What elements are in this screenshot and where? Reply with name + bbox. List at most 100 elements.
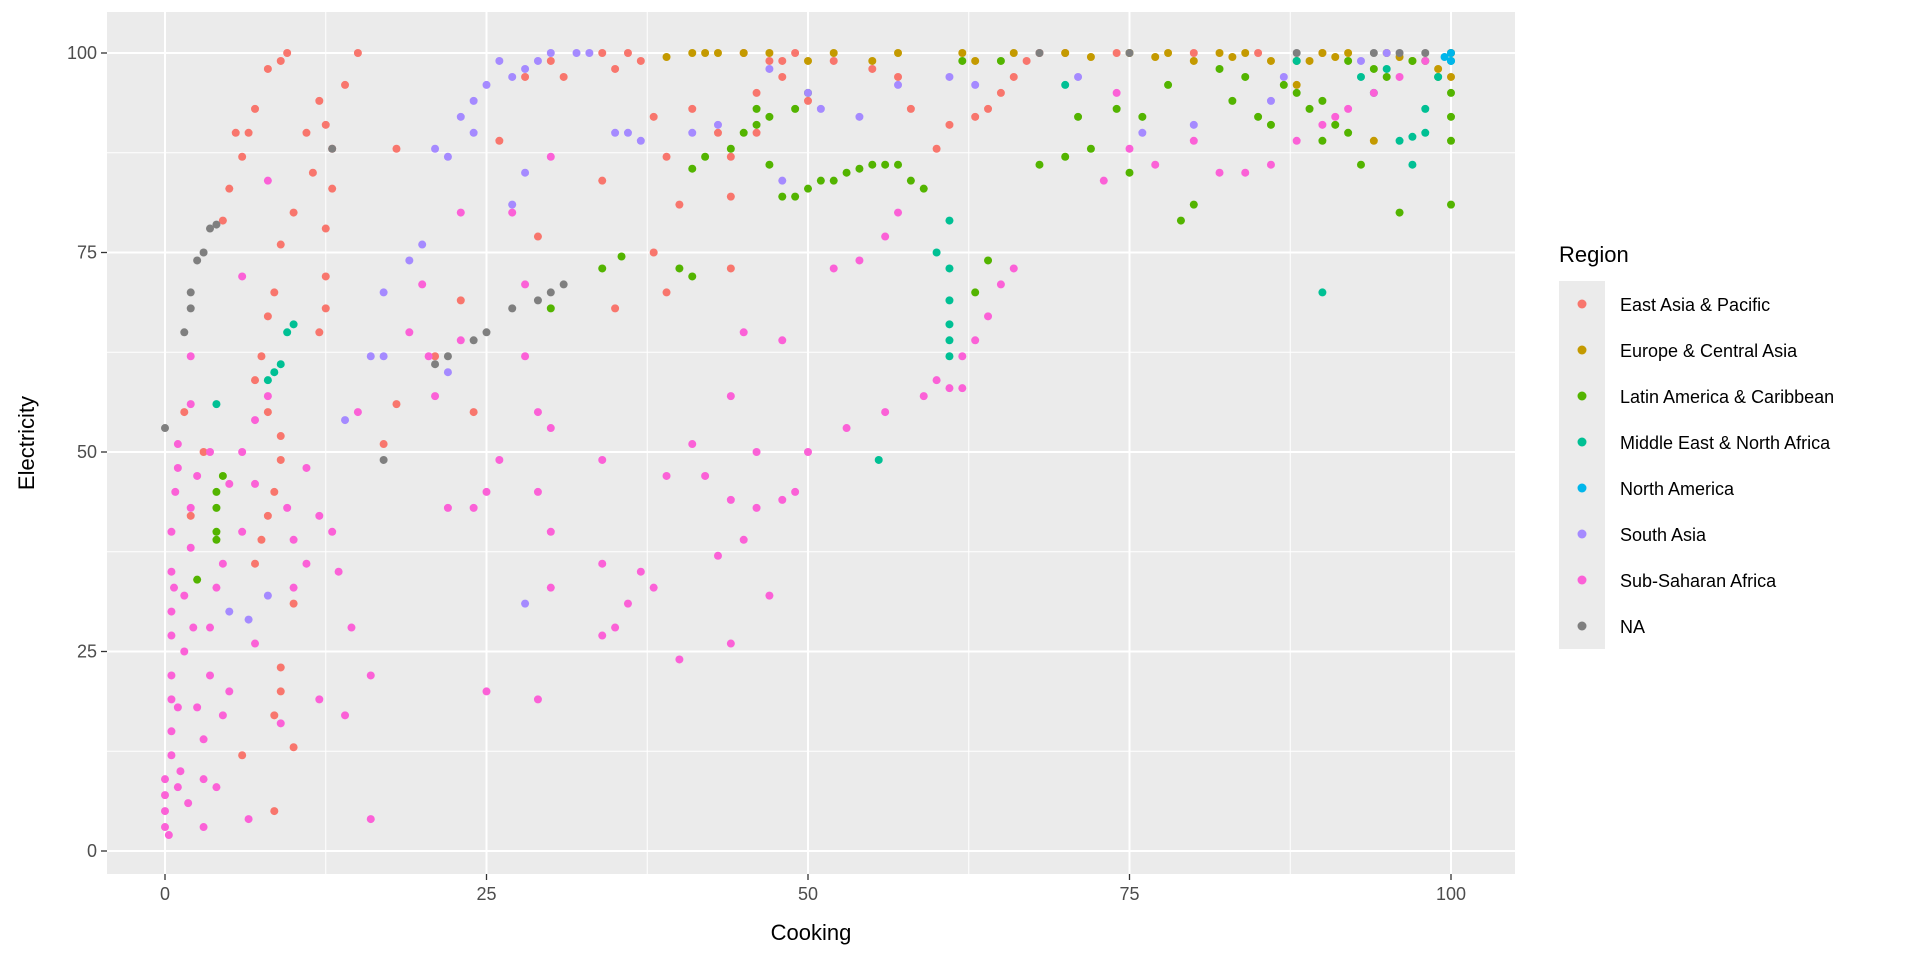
data-point-sub-saharan-africa — [263, 176, 272, 185]
data-point-latin-america-caribbean — [1447, 112, 1455, 121]
data-point-latin-america-caribbean — [1447, 136, 1455, 145]
data-point-east-asia-pacific — [328, 184, 337, 193]
data-point-east-asia-pacific — [713, 128, 722, 137]
data-point-latin-america-caribbean — [1318, 96, 1327, 105]
data-point-sub-saharan-africa — [1344, 104, 1353, 113]
data-point-latin-america-caribbean — [996, 56, 1005, 65]
data-point-sub-saharan-africa — [161, 823, 169, 832]
data-point-east-asia-pacific — [1189, 49, 1198, 57]
data-point-sub-saharan-africa — [171, 487, 180, 496]
data-point-latin-america-caribbean — [752, 120, 761, 129]
data-point-na — [206, 224, 215, 233]
data-point-east-asia-pacific — [244, 128, 253, 137]
legend-key-latin-america-caribbean — [1577, 391, 1587, 401]
data-point-middle-east-north-africa — [945, 336, 954, 345]
data-point-latin-america-caribbean — [212, 527, 221, 536]
data-point-east-asia-pacific — [752, 88, 761, 97]
data-point-east-asia-pacific — [251, 104, 260, 113]
data-point-sub-saharan-africa — [225, 687, 234, 696]
data-point-na — [180, 328, 189, 337]
data-point-south-asia — [521, 168, 530, 177]
data-point-sub-saharan-africa — [701, 471, 710, 480]
data-point-east-asia-pacific — [688, 104, 697, 113]
data-point-middle-east-north-africa — [1421, 128, 1430, 137]
data-point-latin-america-caribbean — [739, 128, 748, 137]
data-point-middle-east-north-africa — [263, 376, 272, 385]
data-point-sub-saharan-africa — [173, 703, 182, 712]
data-point-south-asia — [585, 49, 594, 57]
data-point-sub-saharan-africa — [533, 408, 542, 417]
data-point-sub-saharan-africa — [881, 408, 890, 417]
data-point-sub-saharan-africa — [167, 751, 176, 760]
data-point-latin-america-caribbean — [1086, 144, 1095, 153]
data-points — [161, 49, 1455, 840]
data-point-sub-saharan-africa — [675, 655, 684, 664]
data-point-europe-central-asia — [804, 56, 812, 65]
data-point-east-asia-pacific — [675, 200, 684, 209]
data-point-latin-america-caribbean — [1138, 112, 1147, 121]
data-point-east-asia-pacific — [180, 408, 189, 417]
data-point-sub-saharan-africa — [688, 440, 697, 449]
data-point-south-asia — [1189, 120, 1198, 129]
data-point-east-asia-pacific — [276, 687, 285, 696]
data-point-na — [193, 256, 202, 265]
data-point-sub-saharan-africa — [251, 479, 260, 488]
data-point-europe-central-asia — [1331, 52, 1340, 61]
legend-key-east-asia-pacific — [1577, 299, 1587, 309]
data-point-middle-east-north-africa — [1408, 132, 1417, 141]
data-point-latin-america-caribbean — [765, 160, 774, 169]
data-point-east-asia-pacific — [611, 304, 620, 313]
data-point-sub-saharan-africa — [662, 471, 671, 480]
data-point-middle-east-north-africa — [945, 296, 954, 305]
data-point-europe-central-asia — [688, 49, 697, 57]
data-point-sub-saharan-africa — [726, 639, 735, 648]
data-point-middle-east-north-africa — [276, 360, 285, 369]
legend-key-sub-saharan-africa — [1577, 575, 1587, 585]
data-point-sub-saharan-africa — [170, 583, 179, 592]
data-point-east-asia-pacific — [1022, 56, 1031, 65]
data-point-sub-saharan-africa — [778, 495, 787, 504]
data-point-sub-saharan-africa — [739, 328, 748, 337]
data-point-middle-east-north-africa — [289, 320, 298, 329]
data-point-middle-east-north-africa — [270, 368, 279, 377]
data-point-europe-central-asia — [1434, 64, 1443, 73]
data-point-east-asia-pacific — [276, 663, 285, 672]
data-point-latin-america-caribbean — [598, 264, 607, 273]
data-point-na — [443, 352, 452, 361]
data-point-na — [1292, 49, 1301, 57]
data-point-sub-saharan-africa — [945, 384, 954, 393]
data-point-latin-america-caribbean — [791, 192, 800, 201]
grid-minor — [107, 12, 1515, 874]
data-point-east-asia-pacific — [218, 216, 227, 225]
data-point-sub-saharan-africa — [199, 735, 208, 744]
data-point-east-asia-pacific — [225, 184, 234, 193]
data-point-sub-saharan-africa — [932, 376, 941, 385]
data-point-latin-america-caribbean — [752, 104, 761, 113]
legend-key-na — [1577, 621, 1587, 631]
data-point-east-asia-pacific — [996, 88, 1005, 97]
data-point-sub-saharan-africa — [1112, 88, 1121, 97]
data-point-na — [469, 336, 478, 345]
data-point-latin-america-caribbean — [1305, 104, 1314, 113]
data-point-east-asia-pacific — [726, 192, 735, 201]
data-point-latin-america-caribbean — [675, 264, 684, 273]
data-point-east-asia-pacific — [598, 176, 607, 185]
data-point-sub-saharan-africa — [251, 639, 260, 648]
data-point-east-asia-pacific — [270, 288, 279, 297]
data-point-middle-east-north-africa — [945, 216, 954, 225]
data-point-east-asia-pacific — [321, 120, 330, 129]
data-point-sub-saharan-africa — [778, 336, 787, 345]
legend-label-north-america: North America — [1620, 479, 1735, 499]
data-point-latin-america-caribbean — [906, 176, 915, 185]
data-point-latin-america-caribbean — [1228, 96, 1237, 105]
data-point-south-asia — [443, 152, 452, 161]
data-point-latin-america-caribbean — [1266, 120, 1275, 129]
data-point-sub-saharan-africa — [508, 208, 517, 217]
data-point-latin-america-caribbean — [212, 535, 221, 544]
data-point-south-asia — [636, 136, 645, 145]
data-point-east-asia-pacific — [752, 128, 761, 137]
data-point-europe-central-asia — [1305, 56, 1314, 65]
data-point-sub-saharan-africa — [443, 503, 452, 512]
legend-key-south-asia — [1577, 529, 1587, 539]
y-tick-label: 100 — [67, 43, 97, 63]
